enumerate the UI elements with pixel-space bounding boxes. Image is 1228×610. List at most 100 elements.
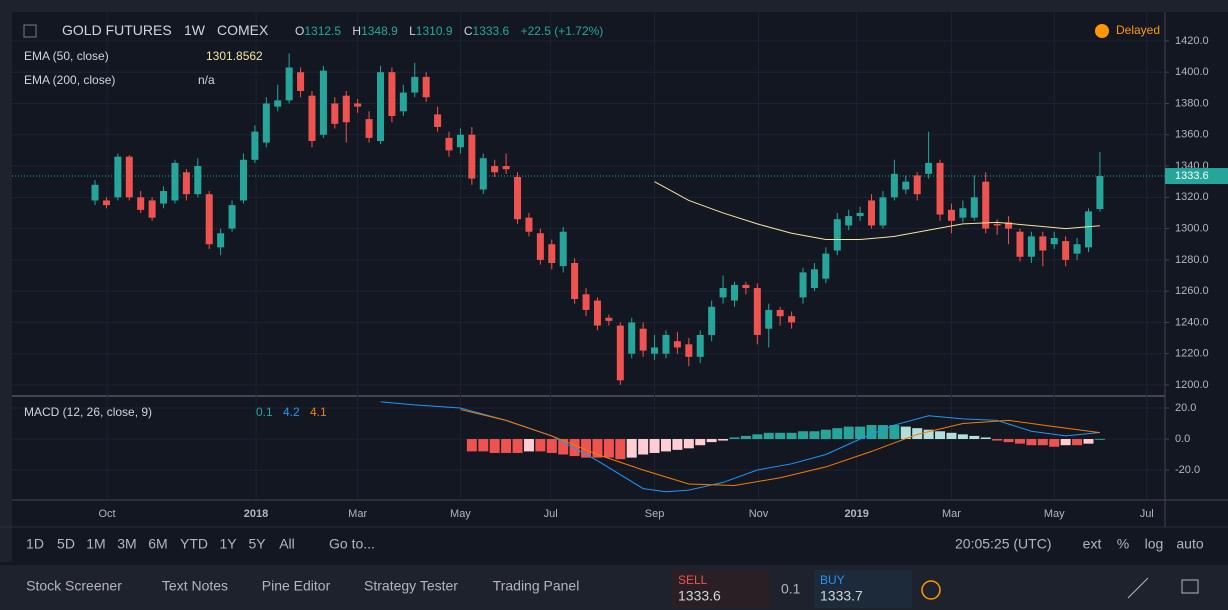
candle-body bbox=[548, 244, 556, 264]
last-price-tag bbox=[1165, 168, 1228, 185]
scale-option[interactable]: auto bbox=[1176, 536, 1203, 552]
buy-button[interactable] bbox=[814, 570, 912, 608]
last-price-label: 1333.6 bbox=[1175, 170, 1209, 182]
candle-body bbox=[365, 119, 373, 138]
range-button[interactable]: 1Y bbox=[219, 536, 237, 552]
histogram-bar bbox=[1003, 439, 1014, 443]
candle-body bbox=[1027, 236, 1035, 257]
histogram-bar bbox=[935, 431, 946, 440]
histogram-bar bbox=[660, 439, 671, 452]
candle-body bbox=[205, 194, 213, 245]
candle-body bbox=[742, 284, 750, 289]
signal-value: 4.1 bbox=[310, 405, 327, 419]
histogram-bar bbox=[683, 439, 694, 449]
candle-body bbox=[239, 159, 247, 201]
y-tick-label: 1380.0 bbox=[1175, 97, 1209, 109]
candle-body bbox=[856, 212, 864, 217]
range-button[interactable]: 3M bbox=[117, 536, 136, 552]
candle-body bbox=[845, 216, 853, 226]
panel-tab[interactable]: Stock Screener bbox=[26, 578, 122, 594]
c-label: C bbox=[464, 24, 473, 38]
range-button[interactable]: 1D bbox=[26, 536, 44, 552]
histogram-bar bbox=[798, 431, 809, 440]
histogram-bar bbox=[592, 439, 603, 458]
candle-body bbox=[879, 197, 887, 226]
histogram-bar bbox=[489, 439, 500, 453]
candle-body bbox=[1073, 244, 1081, 254]
change: +22.5 (+1.72%) bbox=[521, 24, 604, 38]
range-button[interactable]: 6M bbox=[148, 536, 167, 552]
candle-body bbox=[434, 114, 442, 127]
histogram-bar bbox=[603, 439, 614, 458]
candle-body bbox=[388, 72, 396, 116]
y-tick-label: -20.0 bbox=[1175, 464, 1200, 476]
y-tick-label: 1280.0 bbox=[1175, 254, 1209, 266]
panel-tab[interactable]: Trading Panel bbox=[493, 578, 580, 594]
candle-body bbox=[673, 341, 681, 348]
delayed: Delayed bbox=[1116, 23, 1160, 37]
histogram-bar bbox=[1060, 439, 1071, 446]
buy-label: BUY bbox=[820, 573, 845, 587]
histogram-bar bbox=[1014, 439, 1025, 444]
o-value: 1312.5 bbox=[304, 24, 341, 38]
candle-body bbox=[1005, 222, 1013, 229]
candle-body bbox=[719, 288, 727, 298]
range-button[interactable]: All bbox=[279, 536, 295, 552]
panel-tab[interactable]: Pine Editor bbox=[262, 578, 331, 594]
ema50-legend[interactable]: EMA (50, close) bbox=[24, 49, 109, 63]
sell-button[interactable] bbox=[672, 570, 770, 608]
goto[interactable]: Go to... bbox=[329, 536, 375, 552]
info-icon[interactable] bbox=[921, 580, 941, 600]
candle-body bbox=[662, 334, 670, 354]
candle-body bbox=[639, 328, 647, 351]
histogram-bar bbox=[649, 439, 660, 453]
candle-body bbox=[685, 344, 693, 357]
candle-body bbox=[982, 181, 990, 229]
top-chrome bbox=[0, 0, 1228, 12]
scale-option[interactable]: log bbox=[1145, 536, 1164, 552]
histogram-bar bbox=[558, 439, 569, 455]
histogram-bar bbox=[638, 439, 649, 455]
candle-body bbox=[902, 181, 910, 190]
interval: 1W bbox=[184, 22, 206, 38]
chart-header: GOLD FUTURES 1W COMEX bbox=[62, 22, 269, 38]
y-tick-label: 1360.0 bbox=[1175, 129, 1209, 141]
quantity[interactable]: 0.1 bbox=[781, 581, 801, 597]
candle-body bbox=[708, 306, 716, 335]
range-button[interactable]: 1M bbox=[86, 536, 105, 552]
candle-body bbox=[582, 294, 590, 310]
draw-icon[interactable] bbox=[1127, 577, 1149, 599]
macd-legend[interactable]: MACD (12, 26, close, 9) bbox=[24, 405, 152, 419]
h-value: 1348.9 bbox=[361, 24, 398, 38]
scale-option[interactable]: ext bbox=[1083, 536, 1102, 552]
candle-body bbox=[970, 197, 978, 218]
histogram-bar bbox=[478, 439, 489, 452]
scale-option[interactable]: % bbox=[1117, 536, 1129, 552]
panel-tab[interactable]: Strategy Tester bbox=[364, 578, 458, 594]
ema200-legend[interactable]: EMA (200, close) bbox=[24, 73, 115, 87]
candle-body bbox=[1039, 236, 1047, 251]
x-tick-label: Nov bbox=[749, 508, 769, 520]
candle-body bbox=[160, 191, 168, 204]
maximize-icon[interactable] bbox=[1181, 579, 1199, 594]
collapse-icon[interactable] bbox=[23, 24, 37, 38]
histogram-bar bbox=[466, 439, 477, 452]
sell-price: 1333.6 bbox=[678, 588, 721, 604]
y-tick-label: 1260.0 bbox=[1175, 285, 1209, 297]
candle-body bbox=[993, 223, 1001, 226]
candle-body bbox=[936, 162, 944, 215]
candle-body bbox=[274, 100, 282, 107]
histogram-bar bbox=[569, 439, 580, 457]
panel-tab[interactable]: Text Notes bbox=[162, 578, 228, 594]
histogram-bar bbox=[877, 425, 888, 440]
l-label: L bbox=[409, 24, 416, 38]
range-button[interactable]: YTD bbox=[180, 536, 208, 552]
histogram-bar bbox=[957, 434, 968, 440]
histogram-bar bbox=[729, 437, 740, 440]
y-tick-label: 1400.0 bbox=[1175, 66, 1209, 78]
candle-body bbox=[479, 158, 487, 190]
range-button[interactable]: 5D bbox=[57, 536, 75, 552]
y-tick-label: 0.0 bbox=[1175, 433, 1190, 445]
range-button[interactable]: 5Y bbox=[248, 536, 266, 552]
